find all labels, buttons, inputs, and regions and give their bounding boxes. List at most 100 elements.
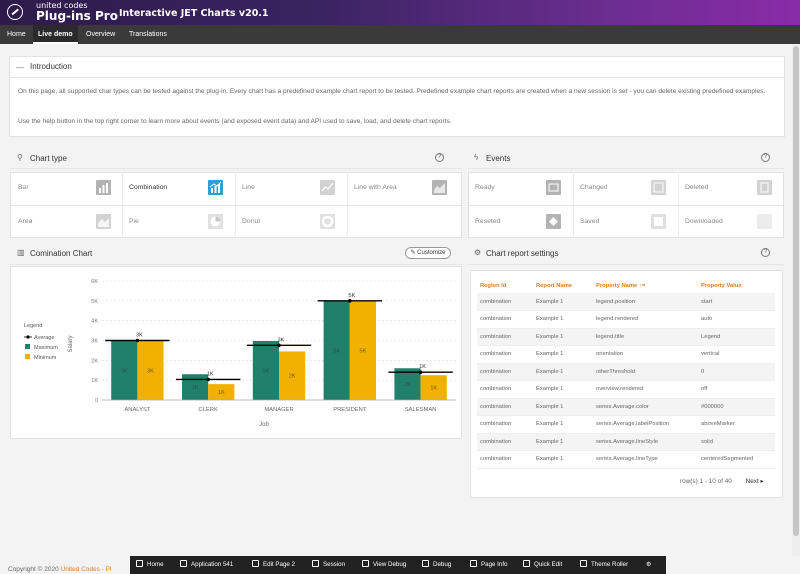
introduction-title: Introduction	[30, 62, 72, 71]
pagination: row(s) 1 - 10 of 40 Next ▸	[680, 477, 764, 485]
bar-maximum-clerk	[182, 374, 209, 400]
app-title: Interactive JET Charts v20.1	[119, 8, 269, 19]
column-header-report-name[interactable]: Report Name	[536, 283, 573, 289]
column-header-property-name[interactable]: Property Name ↑=	[596, 283, 646, 289]
developer-toolbar: Home Application 541 Edit Page 2 Session…	[130, 556, 666, 574]
dev-page-info-button[interactable]: Page Info	[470, 556, 508, 574]
bar-label-minimum: 2K	[289, 374, 296, 380]
bar-label-minimum: 5K	[360, 348, 367, 354]
debug-icon	[422, 560, 429, 567]
tile-label: Saved	[580, 218, 600, 225]
donut-chart-icon	[320, 214, 335, 229]
table-cell: centeredSegmented	[698, 450, 775, 469]
average-marker-clerk	[206, 377, 210, 382]
page-scrollbar-thumb[interactable]	[793, 46, 799, 536]
intro-paragraph-1: On this page, all supported char types c…	[18, 88, 766, 95]
legend-item-average[interactable]: Average	[24, 335, 54, 341]
divider	[10, 77, 784, 78]
bar-chart-icon	[96, 180, 111, 195]
bar-label-maximum: 3K	[263, 368, 270, 374]
x-tick-label: SALESMAN	[405, 407, 437, 413]
table-cell: combination	[477, 415, 533, 434]
dev-theme-roller-button[interactable]: Theme Roller	[580, 556, 628, 574]
table-cell: combination	[477, 310, 533, 329]
dev-debug-button[interactable]: Debug	[422, 556, 451, 574]
column-header-property-value[interactable]: Property Value	[701, 283, 742, 289]
changed-event-icon	[651, 180, 666, 195]
tile-label: Reseted	[475, 218, 501, 225]
bar-label-minimum: 3K	[147, 368, 154, 374]
table-row: combination Example 1 otherThreshold 0	[477, 363, 775, 381]
table-row: combination Example 1 series.Average.label…	[477, 415, 775, 434]
application-icon	[180, 560, 187, 567]
theme-roller-icon	[580, 560, 587, 567]
tile-label: Pie	[129, 218, 139, 225]
table-cell: Example 1	[533, 380, 593, 399]
table-row: combination Example 1 series.Average.color…	[477, 398, 775, 416]
nav-translations[interactable]: Translations	[129, 31, 167, 38]
united-codes-link[interactable]: United Codes - Pl	[60, 566, 112, 573]
view-debug-icon	[362, 560, 369, 567]
bar-label-maximum: 5K	[333, 348, 340, 354]
customize-button[interactable]: ✎ Customize	[405, 247, 451, 259]
dev-edit-page-button[interactable]: Edit Page 2	[252, 556, 295, 574]
table-cell: Example 1	[533, 415, 593, 434]
tile-label: Changed	[580, 184, 608, 191]
x-tick-label: MANAGER	[264, 407, 293, 413]
nav-overview[interactable]: Overview	[86, 31, 116, 38]
quick-edit-icon	[523, 560, 530, 567]
legend-title: Legend	[24, 323, 42, 329]
reseted-event-icon	[546, 214, 561, 229]
nav-home[interactable]: Home	[7, 31, 26, 38]
table-cell: auto	[698, 310, 775, 329]
dev-quick-edit-button[interactable]: Quick Edit	[523, 556, 562, 574]
events-help-icon[interactable]: ?	[761, 153, 770, 162]
dev-application-button[interactable]: Application 541	[180, 556, 233, 574]
y-tick-label: 0	[95, 398, 98, 404]
bar-label-maximum: 2K	[404, 382, 411, 388]
table-cell: series.Average.color	[593, 398, 698, 416]
dev-session-button[interactable]: Session	[312, 556, 345, 574]
nav-live-demo[interactable]: Live demo	[33, 25, 78, 44]
session-icon	[312, 560, 319, 567]
table-cell: combination	[477, 293, 533, 311]
average-label: 1K	[207, 371, 214, 377]
column-header-region-id[interactable]: Region Id	[480, 283, 507, 289]
brand-name[interactable]: Plug-ins Pro	[36, 9, 118, 23]
legend-item-minimum[interactable]: Minimum	[25, 354, 57, 361]
table-cell: combination	[477, 450, 533, 469]
table-cell: off	[698, 380, 775, 399]
chart-type-help-icon[interactable]: ?	[435, 153, 444, 162]
table-row: combination Example 1 series.Average.lineS…	[477, 433, 775, 451]
divider	[468, 168, 784, 169]
dev-view-debug-button[interactable]: View Debug	[362, 556, 406, 574]
page-info-icon	[470, 560, 477, 567]
legend-item-maximum[interactable]: Maximum	[25, 344, 58, 351]
main-nav: Home Live demo Overview Translations	[0, 25, 800, 44]
bar-maximum-president	[323, 300, 350, 400]
y-tick-label: 1K	[91, 378, 98, 384]
y-tick-label: 6K	[91, 279, 98, 285]
united-codes-logo-icon[interactable]	[7, 4, 23, 20]
table-row: combination Example 1 legend.rendered auto	[477, 310, 775, 329]
table-cell: orientation	[593, 345, 698, 364]
settings-help-icon[interactable]: ?	[761, 248, 770, 257]
collapse-icon[interactable]: —	[16, 63, 24, 72]
top-bar: united codes Plug-ins Pro Interactive JE…	[0, 0, 800, 25]
average-marker-president	[348, 299, 352, 303]
tile-label: Area	[18, 218, 33, 225]
bar-minimum-analyst	[137, 340, 164, 400]
events-title: Events	[486, 154, 511, 163]
tile-label: Deleted	[685, 184, 709, 191]
pagination-range: row(s) 1 - 10 of 40	[680, 478, 732, 485]
table-cell: legend.position	[593, 293, 698, 311]
next-page-button[interactable]: Next ▸	[745, 478, 764, 485]
chart-panel-title: Comination Chart	[30, 249, 93, 258]
table-cell: combination	[477, 433, 533, 451]
table-cell: legend.rendered	[593, 310, 698, 329]
dev-home-button[interactable]: Home	[136, 556, 164, 574]
table-cell: 0	[698, 363, 775, 381]
y-tick-label: 2K	[91, 358, 98, 364]
table-cell: aboveMarker	[698, 415, 775, 434]
dev-settings-gear-icon[interactable]: ⚙	[646, 561, 652, 568]
